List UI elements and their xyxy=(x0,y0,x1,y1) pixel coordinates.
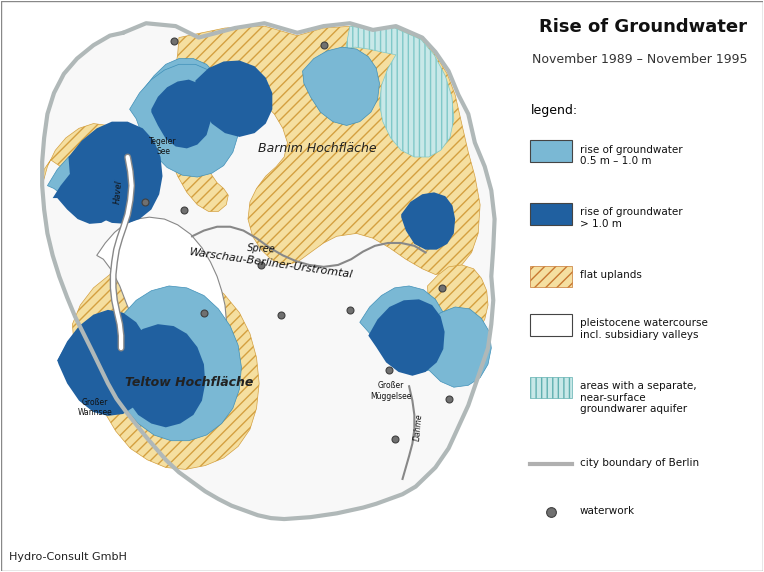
FancyBboxPatch shape xyxy=(530,314,572,336)
Text: November 1989 – November 1995: November 1989 – November 1995 xyxy=(532,53,747,66)
FancyBboxPatch shape xyxy=(530,203,572,225)
Text: Barnim Hochfläche: Barnim Hochfläche xyxy=(257,142,377,155)
Polygon shape xyxy=(419,307,491,387)
Polygon shape xyxy=(47,142,131,221)
Polygon shape xyxy=(97,217,226,374)
FancyBboxPatch shape xyxy=(530,140,572,162)
Text: Warschau-Berliner-Urstromtal: Warschau-Berliner-Urstromtal xyxy=(189,248,354,280)
Text: legend:: legend: xyxy=(530,104,578,117)
Text: Rise of Groundwater: Rise of Groundwater xyxy=(539,18,747,37)
Text: pleistocene watercourse
incl. subsidiary valleys: pleistocene watercourse incl. subsidiary… xyxy=(580,319,707,340)
Text: Dahme: Dahme xyxy=(413,412,424,441)
Text: Großer
Müggelsee: Großer Müggelsee xyxy=(370,382,411,401)
Polygon shape xyxy=(401,192,455,249)
Text: Großer
Wannsee: Großer Wannsee xyxy=(77,398,112,417)
Polygon shape xyxy=(73,265,259,470)
Text: Havel: Havel xyxy=(113,179,124,204)
Text: Teltow Hochfläche: Teltow Hochfläche xyxy=(125,376,253,390)
Polygon shape xyxy=(57,324,125,395)
Polygon shape xyxy=(368,299,445,376)
Polygon shape xyxy=(57,310,151,416)
Polygon shape xyxy=(53,160,121,224)
Text: Spree: Spree xyxy=(247,243,276,255)
Text: city boundary of Berlin: city boundary of Berlin xyxy=(580,458,699,468)
Polygon shape xyxy=(69,122,163,224)
Text: Hydro-Consult GmbH: Hydro-Consult GmbH xyxy=(9,552,127,562)
Polygon shape xyxy=(196,61,272,137)
Polygon shape xyxy=(103,286,241,440)
Text: areas with a separate,
near-surface
groundwarer aquifer: areas with a separate, near-surface grou… xyxy=(580,381,697,414)
Polygon shape xyxy=(303,47,380,125)
Polygon shape xyxy=(42,23,494,519)
FancyBboxPatch shape xyxy=(530,265,572,287)
Text: waterwork: waterwork xyxy=(580,506,635,517)
FancyBboxPatch shape xyxy=(530,376,572,398)
Polygon shape xyxy=(151,80,211,148)
Polygon shape xyxy=(166,26,480,275)
Text: Tegeler
See: Tegeler See xyxy=(149,137,177,156)
Polygon shape xyxy=(140,58,226,162)
Polygon shape xyxy=(428,265,488,337)
Polygon shape xyxy=(42,124,128,190)
Polygon shape xyxy=(360,286,447,374)
Text: rise of groundwater
> 1.0 m: rise of groundwater > 1.0 m xyxy=(580,208,682,229)
Text: rise of groundwater
0.5 m – 1.0 m: rise of groundwater 0.5 m – 1.0 m xyxy=(580,145,682,166)
Text: flat uplands: flat uplands xyxy=(580,270,642,280)
Polygon shape xyxy=(130,64,238,177)
Polygon shape xyxy=(110,324,206,427)
Polygon shape xyxy=(329,26,454,157)
